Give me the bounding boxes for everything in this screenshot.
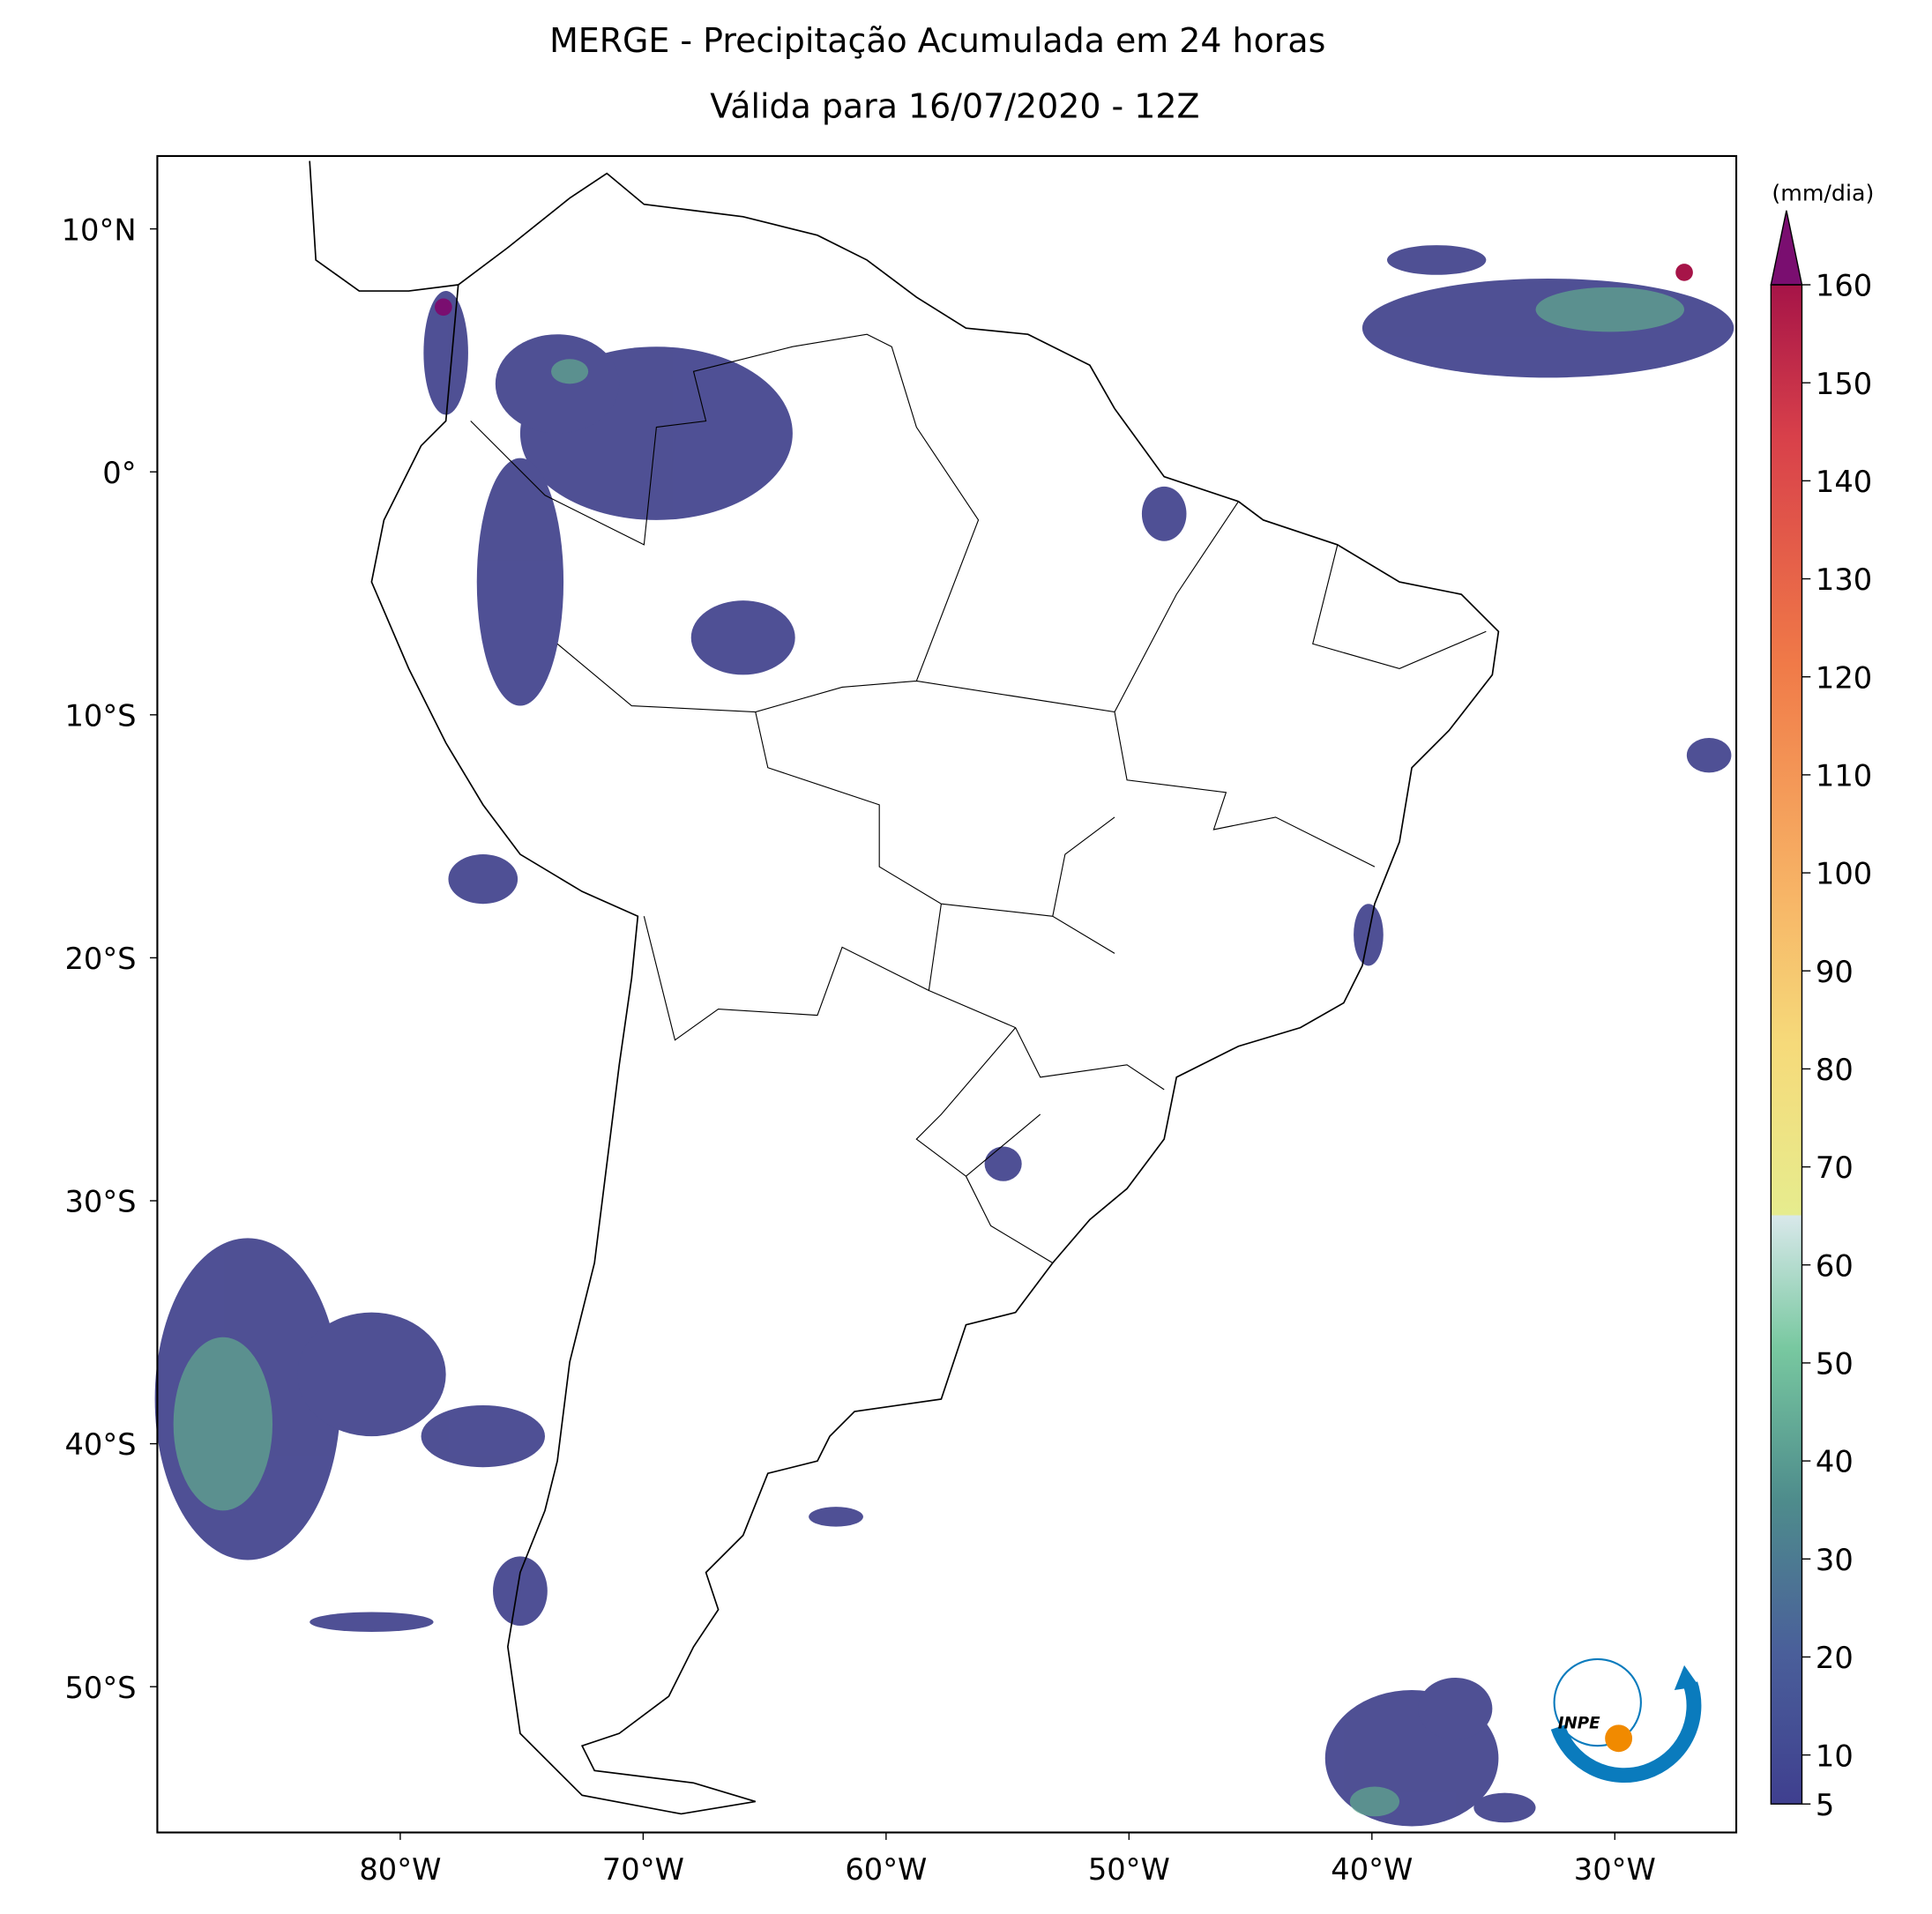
precipitation-max bbox=[1675, 264, 1693, 281]
y-tick-label: 40°S bbox=[64, 1427, 136, 1462]
colorbar-tick-label: 50 bbox=[1816, 1347, 1854, 1382]
colorbar-tick-label: 40 bbox=[1816, 1445, 1854, 1479]
colorbar-tick-label: 160 bbox=[1816, 269, 1872, 303]
logo-ring bbox=[1553, 1657, 1642, 1747]
title-line: Válida para 16/07/2020 - 12Z bbox=[710, 86, 1199, 125]
y-tick-label: 0° bbox=[102, 456, 136, 490]
borders bbox=[470, 333, 1487, 1263]
colorbar-tick-label: 130 bbox=[1816, 562, 1872, 597]
colorbar-tick-label: 60 bbox=[1816, 1248, 1854, 1283]
logo-dot bbox=[1605, 1724, 1633, 1753]
x-tick-label: 70°W bbox=[602, 1852, 684, 1887]
y-tick-label: 10°S bbox=[64, 698, 136, 733]
colorbar-extend bbox=[1770, 210, 1803, 286]
y-tick-label: 20°S bbox=[64, 942, 136, 976]
colorbar-tick-label: 90 bbox=[1816, 955, 1854, 989]
logo-arrow bbox=[1674, 1665, 1699, 1691]
map-background bbox=[157, 155, 1737, 1833]
y-tick-label: 50°S bbox=[64, 1671, 136, 1705]
map bbox=[154, 154, 1738, 1834]
logo-text: INPE bbox=[1558, 1715, 1600, 1733]
colorbar-tick-label: 70 bbox=[1816, 1151, 1854, 1185]
precipitation-moderate bbox=[173, 287, 1685, 1817]
colorbar-tick-label: 120 bbox=[1816, 660, 1872, 695]
coastline bbox=[309, 160, 1500, 1815]
x-tick-label: 40°W bbox=[1331, 1852, 1413, 1887]
x-tick-label: 50°W bbox=[1088, 1852, 1170, 1887]
map-frame bbox=[156, 154, 1738, 1834]
x-tick-label: 30°W bbox=[1574, 1852, 1656, 1887]
x-tick-label: 80°W bbox=[359, 1852, 441, 1887]
precipitation-max bbox=[435, 298, 452, 317]
colorbar-tick-label: 100 bbox=[1816, 857, 1872, 891]
x-tick-label: 60°W bbox=[845, 1852, 927, 1887]
colorbar-frame bbox=[1770, 284, 1803, 1805]
colorbar-tick-label: 20 bbox=[1816, 1641, 1854, 1675]
colorbar-tick-label: 30 bbox=[1816, 1543, 1854, 1577]
colorbar-tick-label: 110 bbox=[1816, 759, 1872, 793]
colorbar-tick-label: 10 bbox=[1816, 1739, 1854, 1773]
y-tick-label: 30°S bbox=[64, 1185, 136, 1219]
y-tick-label: 10°N bbox=[62, 212, 137, 247]
logo-arc bbox=[1550, 1681, 1702, 1783]
colorbar-tick-label: 5 bbox=[1816, 1788, 1834, 1822]
colorbar-label: (mm/dia) bbox=[1772, 181, 1874, 206]
colorbar-tick-label: 80 bbox=[1816, 1053, 1854, 1087]
title-line: MERGE - Precipitação Acumulada em 24 hor… bbox=[549, 21, 1325, 60]
colorbar-tick-label: 140 bbox=[1816, 465, 1872, 499]
colorbar-tick-label: 150 bbox=[1816, 367, 1872, 401]
logo: INPE bbox=[1550, 1657, 1702, 1783]
colorbar bbox=[1771, 285, 1802, 1805]
